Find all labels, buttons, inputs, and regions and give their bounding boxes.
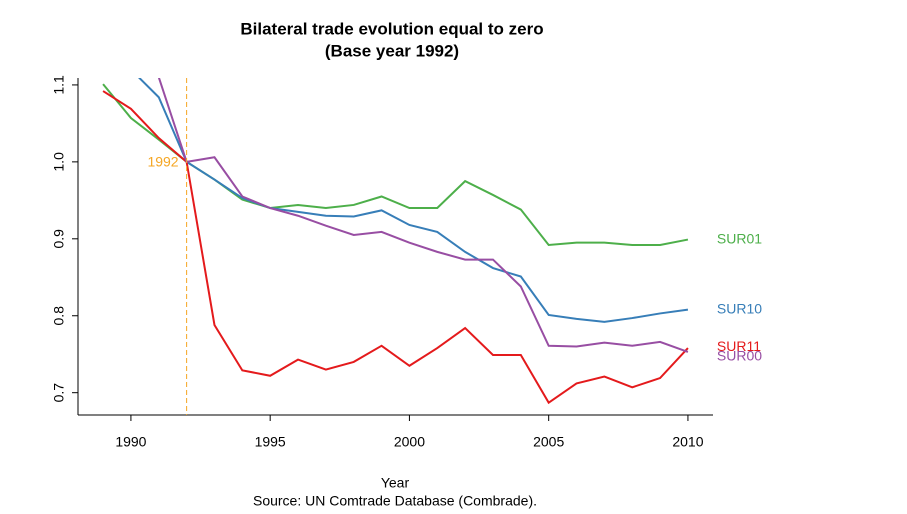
plot-area: [102, 78, 689, 405]
chart-title: Bilateral trade evolution equal to zero: [240, 19, 543, 38]
series-line: [157, 78, 689, 353]
reference-label: 1992: [147, 154, 178, 170]
series-label: SUR11: [717, 338, 761, 354]
y-tick-label: 0.7: [51, 383, 67, 403]
x-tick-label: 1990: [115, 434, 146, 450]
y-tick-label: 1.0: [51, 152, 67, 172]
series-line: [138, 78, 689, 323]
y-tick-label: 0.8: [51, 306, 67, 326]
series-label: SUR00: [717, 348, 762, 364]
chart-subtitle: (Base year 1992): [325, 41, 459, 60]
caption: Source: UN Comtrade Database (Combrade).: [253, 493, 537, 509]
series-label: SUR10: [717, 300, 762, 316]
x-tick-label: 2005: [533, 434, 564, 450]
series-label: SUR01: [717, 230, 762, 246]
y-tick-label: 1.1: [51, 75, 67, 95]
x-tick-label: 2000: [394, 434, 425, 450]
series-line: [102, 90, 689, 405]
y-tick-label: 0.9: [51, 229, 67, 249]
x-tick-label: 1995: [255, 434, 286, 450]
x-axis-label: Year: [381, 475, 410, 491]
x-tick-label: 2010: [672, 434, 703, 450]
